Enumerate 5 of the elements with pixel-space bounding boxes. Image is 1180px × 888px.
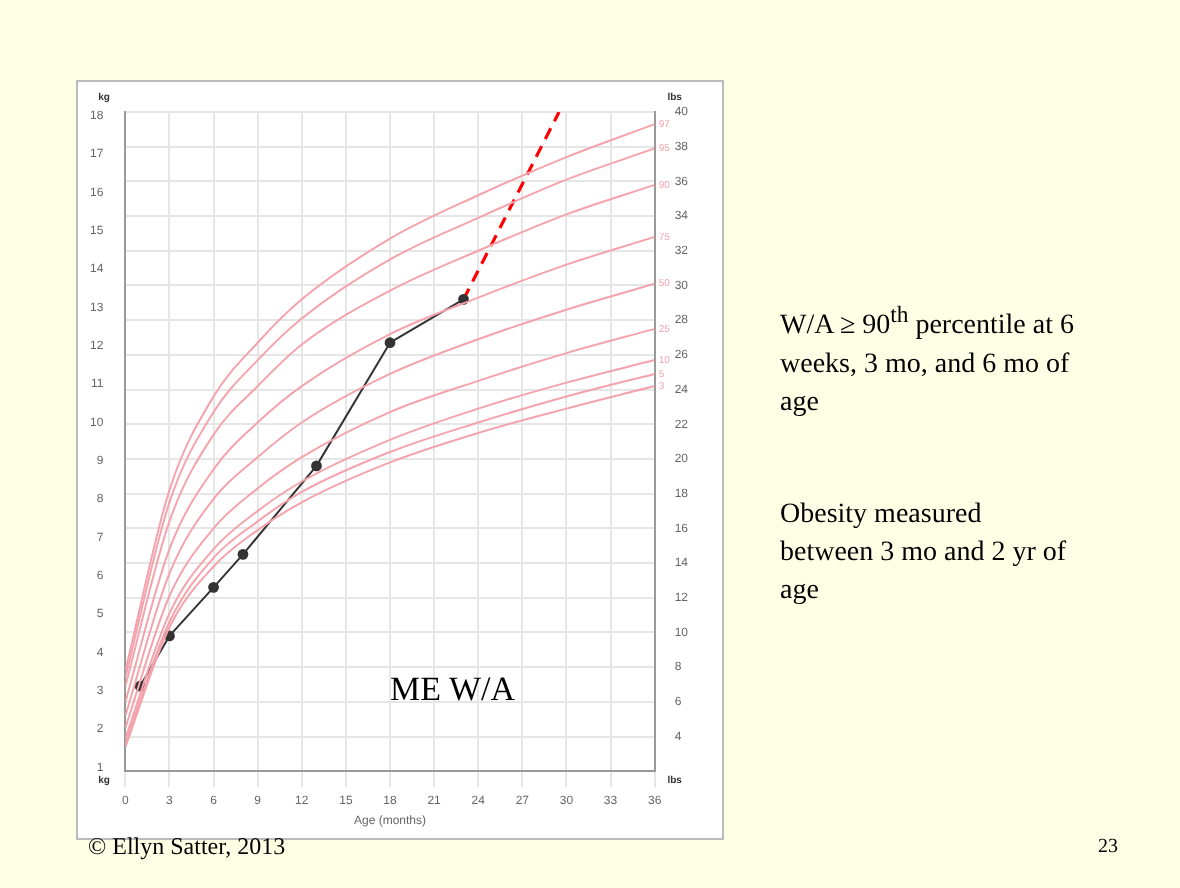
text: W/A ≥ 90$^{th}$ percentile at 6 weeks, 3 mo, and 6 mo of age <box>780 300 1076 422</box>
annotation: ME W/A <box>390 670 515 710</box>
text: Obesity measured between 3 mo and 2 yr of age <box>780 498 1069 610</box>
text: © Ellyn Satter, 2013 <box>88 832 286 862</box>
text: 23 <box>1098 836 1118 858</box>
